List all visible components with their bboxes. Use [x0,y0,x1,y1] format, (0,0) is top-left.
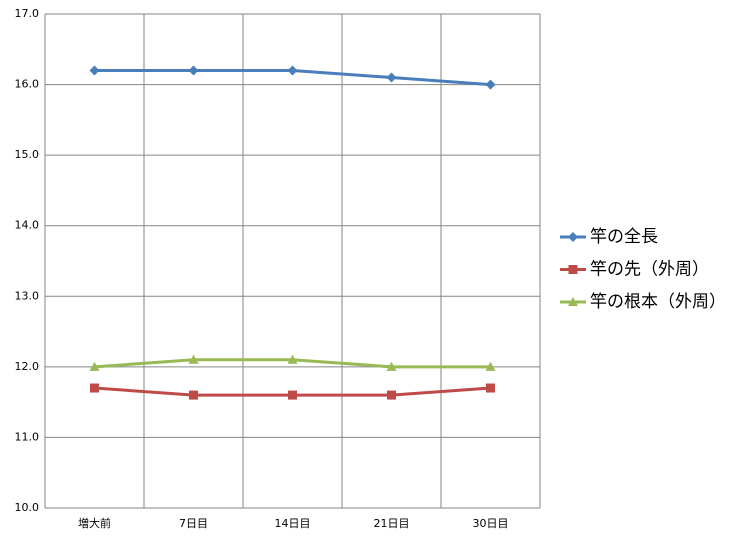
x-tick-label: 14日目 [275,517,311,530]
marker [568,297,578,306]
marker [90,383,99,393]
marker [287,354,298,364]
x-tick-label: 21日目 [374,517,410,530]
y-tick-label: 16.0 [15,78,40,91]
y-tick-label: 10.0 [15,501,40,514]
y-tick-label: 12.0 [15,360,40,373]
marker [288,390,297,400]
legend-text: 竿の先（外周） [590,260,709,280]
legend-text: 竿の全長 [590,227,658,247]
marker [188,65,199,76]
marker [89,361,100,371]
marker [485,361,496,371]
y-tick-label: 14.0 [15,219,40,232]
marker [386,72,397,83]
y-tick-label: 13.0 [15,289,40,302]
marker [287,65,298,76]
legend-text: 竿の根本（外周） [590,292,726,312]
marker [387,390,396,400]
marker [485,79,496,90]
marker [386,361,397,371]
y-tick-label: 11.0 [15,430,40,443]
y-tick-label: 17.0 [15,7,40,20]
marker [188,354,199,364]
marker [568,232,578,242]
x-tick-label: 7日目 [179,517,208,530]
marker [486,383,495,393]
marker [89,65,100,76]
marker [568,265,578,274]
x-tick-label: 増大前 [78,516,111,530]
marker [189,390,198,400]
x-tick-label: 30日目 [473,517,509,530]
y-tick-label: 15.0 [15,148,40,161]
